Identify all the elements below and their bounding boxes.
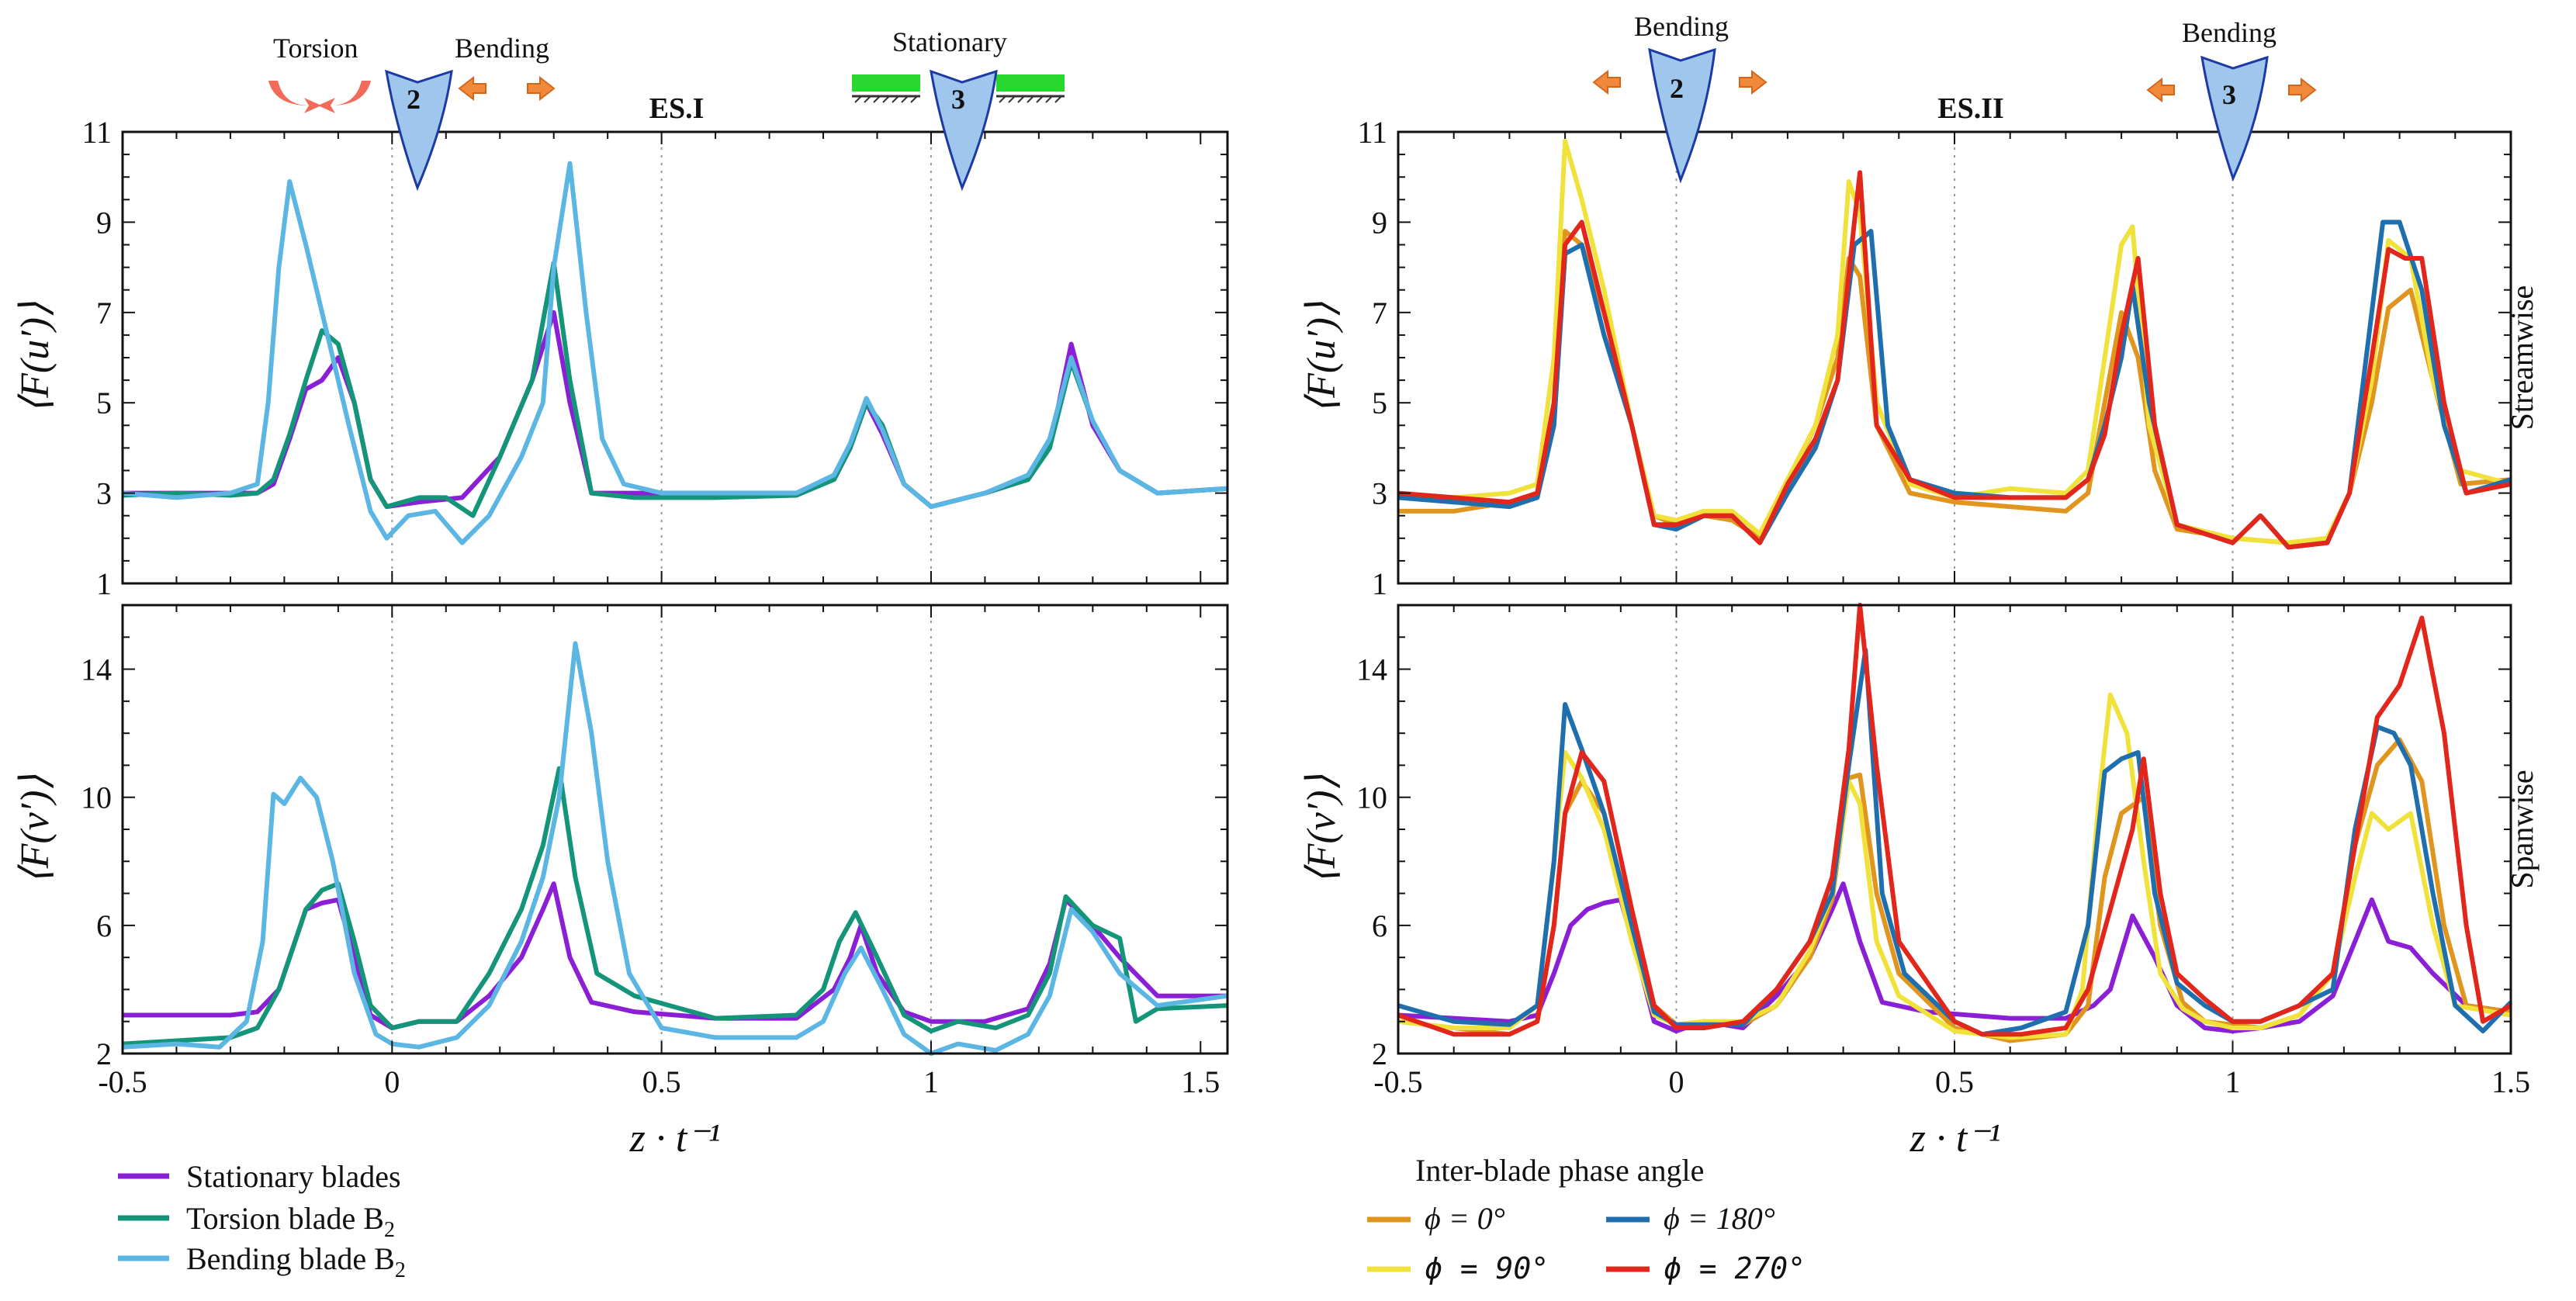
plot-frame xyxy=(121,604,1229,1055)
x-tick-label: 0 xyxy=(1669,1064,1684,1099)
x-tick-label: -0.5 xyxy=(1373,1064,1422,1099)
blade-2-icon: 2 xyxy=(385,69,453,192)
stationary-label: Stationary xyxy=(892,26,1007,57)
bending-label: Bending xyxy=(455,33,549,64)
bending-label-a: Bending xyxy=(1634,11,1729,42)
legend-left: Stationary blades Torsion blade B2 Bendi… xyxy=(118,1159,406,1282)
y-tick-label: 6 xyxy=(96,908,112,943)
y-tick-label: 2 xyxy=(1372,1036,1387,1071)
y-tick-label: 6 xyxy=(1372,908,1387,943)
x-tick-label: 1.5 xyxy=(2491,1064,2530,1099)
series-line-es2-u-3 xyxy=(1397,170,2512,550)
y-tick-label: 7 xyxy=(96,296,112,330)
y-tick-label: 11 xyxy=(81,115,112,150)
blade-3-icon-es2: 3 xyxy=(2200,55,2269,182)
es2-annotation-icons: Bending 2 Bending 3 xyxy=(1592,11,2317,184)
x-tick-label: 1 xyxy=(2225,1064,2241,1099)
legend-label-bending: Bending blade B2 xyxy=(186,1241,406,1282)
y-tick-label: 3 xyxy=(1372,476,1387,511)
blade-3-number: 3 xyxy=(951,84,965,115)
x-tick-label: 0 xyxy=(384,1064,400,1099)
panel-es1-spanwise: 2 6 10 14 -0.5 0 0.5 1 1.5 ⟨F(v′)⟩ z · t⁻¹ xyxy=(13,604,1229,1161)
legend-right-title: Inter-blade phase angle xyxy=(1415,1153,1704,1188)
series-line-es1-v-2 xyxy=(122,641,1228,1056)
y-tick-label: 14 xyxy=(81,652,112,687)
series-line-es1-u-2 xyxy=(122,161,1228,545)
blade-2-icon-es2: 2 xyxy=(1648,47,1716,184)
y-tick-label: 9 xyxy=(1372,205,1387,240)
y-axis-title: ⟨F(v′)⟩ xyxy=(1300,774,1344,884)
x-axis-title: z · t⁻¹ xyxy=(629,1116,721,1161)
legend-label-phi-90: ϕ = 90° xyxy=(1425,1251,1549,1285)
blade-3-icon: 3 xyxy=(930,69,998,192)
legend-label-stationary: Stationary blades xyxy=(186,1159,401,1194)
x-tick-label: 1.5 xyxy=(1181,1064,1220,1099)
y-tick-label: 9 xyxy=(96,205,112,240)
legend-label-phi-180: ϕ = 180° xyxy=(1664,1201,1775,1236)
y-tick-label: 10 xyxy=(81,780,112,815)
bending-arrows-icon-a xyxy=(1592,69,1768,95)
bending-label-b: Bending xyxy=(2182,17,2277,48)
series-line-es2-v-0 xyxy=(1397,881,2512,1034)
side-label: Spanwise xyxy=(2505,770,2540,888)
side-label: Streamwise xyxy=(2505,285,2540,431)
es1-annotation-icons: Torsion 2 Bending Stationary 3 xyxy=(268,26,1065,192)
y-tick-label: 1 xyxy=(96,566,112,601)
y-tick-label: 1 xyxy=(1372,566,1387,601)
y-tick-label: 14 xyxy=(1356,652,1387,687)
y-tick-label: 11 xyxy=(1357,115,1387,150)
series-line-es2-v-4 xyxy=(1397,603,2512,1037)
series-line-es1-v-1 xyxy=(122,766,1228,1047)
series-line-es1-u-0 xyxy=(123,310,1228,510)
torsion-arrows-icon xyxy=(268,81,371,113)
torsion-label: Torsion xyxy=(273,33,358,64)
legend-label-phi-270: ϕ = 270° xyxy=(1664,1251,1806,1285)
y-tick-label: 10 xyxy=(1356,780,1387,815)
y-tick-label: 5 xyxy=(96,386,112,420)
x-tick-label: 0.5 xyxy=(642,1064,681,1099)
legend-label-phi-0: ϕ = 0° xyxy=(1425,1201,1505,1236)
x-tick-label: -0.5 xyxy=(98,1064,147,1099)
panel-es2-streamwise: 1 3 5 7 9 11 ⟨F(u′)⟩ ES.II Streamwise xyxy=(1300,92,2540,601)
panel-title: ES.I xyxy=(649,92,705,125)
panel-title: ES.II xyxy=(1937,92,2004,125)
y-axis-title: ⟨F(v′)⟩ xyxy=(13,774,57,884)
y-axis-title: ⟨F(u′)⟩ xyxy=(1300,302,1344,413)
panel-es2-spanwise: 2 6 10 14 -0.5 0 0.5 1 1.5 ⟨F(v′)⟩ z · t⁻¹ Spanwise xyxy=(1300,603,2540,1161)
y-tick-label: 7 xyxy=(1372,296,1387,330)
panel-es1-streamwise: 1 3 5 7 9 11 ⟨F(u′)⟩ ES.I xyxy=(13,92,1229,601)
bending-arrows-icon-b xyxy=(2146,77,2317,103)
x-tick-label: 0.5 xyxy=(1935,1064,1974,1099)
blade-2-number: 2 xyxy=(407,84,421,115)
blade-2-number-es2: 2 xyxy=(1670,73,1684,104)
stationary-blocks-icon xyxy=(852,74,1065,103)
y-tick-label: 3 xyxy=(96,476,112,511)
bending-arrows-icon xyxy=(458,75,556,102)
legend-label-torsion: Torsion blade B2 xyxy=(186,1201,395,1242)
series-line-es1-u-1 xyxy=(122,260,1228,518)
x-tick-label: 1 xyxy=(923,1064,939,1099)
y-tick-label: 2 xyxy=(96,1036,112,1071)
blade-3-number-es2: 3 xyxy=(2222,79,2236,110)
x-axis-title: z · t⁻¹ xyxy=(1909,1116,2001,1161)
y-tick-label: 5 xyxy=(1372,386,1387,420)
y-axis-title: ⟨F(u′)⟩ xyxy=(13,302,57,413)
legend-right: Inter-blade phase angle ϕ = 0° ϕ = 180° … xyxy=(1367,1153,1806,1285)
